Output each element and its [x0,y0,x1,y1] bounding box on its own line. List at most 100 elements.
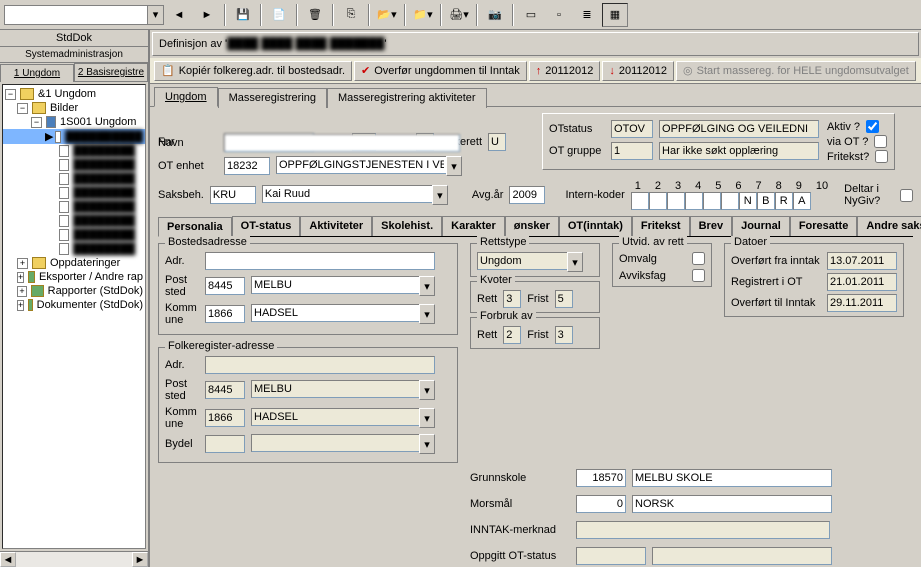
bosted-group: Bostedsadresse Adr. Post sted▾ Komm une▾ [158,243,458,335]
app-toolbar: ▾ ◄ ► 💾 📄 🗑 ⎘ 📂▾ 📁▾ 🖨▾ 📷 ▭ ▫ ≣ ▦ [0,0,921,30]
viaot-checkbox[interactable] [874,135,887,148]
avgar-label: Avg.år [472,189,504,201]
bosted-komm-name[interactable] [251,304,419,322]
otenhet-name[interactable] [276,156,446,174]
datoer-group: Datoer Overført fra inntak Registrert i … [724,243,904,317]
right-panel: Definisjon av '████ ████ ████ ███████' 📋… [150,30,921,567]
export-icon[interactable]: 📁▾ [410,3,436,27]
prev-year-button[interactable]: ↑20112012 [529,61,601,81]
avgar-input[interactable] [509,186,545,204]
avvik-checkbox[interactable] [692,269,705,282]
otstatus-label: OTstatus [549,123,605,135]
omvalg-checkbox[interactable] [692,252,705,265]
folkereg-adr [205,356,435,374]
sokerett-input [488,133,506,151]
left-tab-ungdom[interactable]: 1 Ungdom [0,64,74,82]
doc-selector[interactable]: ▾ [4,5,164,25]
internkoder-label: Intern-koder [565,189,624,201]
tree-item-selected[interactable]: ▶██████████ [3,129,145,144]
new-icon[interactable]: 📄 [266,3,292,27]
saksbeh-code[interactable] [210,186,256,204]
left-panel: StdDok Systemadministrasjon 1 Ungdom 2 B… [0,30,150,567]
view-details-icon[interactable]: ▦ [602,3,628,27]
subtab-onsker[interactable]: ønsker [505,216,559,236]
subtab-brev[interactable]: Brev [690,216,732,236]
bosted-komm-code[interactable] [205,305,245,323]
open-icon[interactable]: 📂▾ [374,3,400,27]
leftpanel-title: StdDok [0,30,148,47]
saksbeh-label: Saksbeh. [158,189,204,201]
grunnskole-name[interactable] [632,469,832,487]
subtab-personalia[interactable]: Personalia [158,217,232,237]
action-bar: 📋Kopiér folkereg.adr. til bostedsadr. ✔O… [150,58,921,84]
chevron-down-icon[interactable]: ▾ [432,185,448,205]
print-icon[interactable]: 🖨▾ [446,3,472,27]
left-tab-basis[interactable]: 2 Basisregistre [74,63,148,81]
view-list-icon[interactable]: ≣ [574,3,600,27]
deltar-label: Deltar i NyGiv? [844,183,894,207]
otstatus-code [611,120,653,138]
copy-address-button[interactable]: 📋Kopiér folkereg.adr. til bostedsadr. [154,61,352,81]
kvoter-group: Kvoter RettFrist [470,281,600,313]
subtab-skolehist[interactable]: Skolehist. [372,216,442,236]
rettstype-group: Rettstype ▾ [470,243,600,277]
navn-input[interactable] [224,134,460,152]
tab-massereg[interactable]: Masseregistrering [218,88,327,108]
otgruppe-label: OT gruppe [549,145,605,157]
subtab-journal[interactable]: Journal [732,216,790,236]
bosted-adr-input[interactable] [205,252,435,270]
subtab-foresatte[interactable]: Foresatte [790,216,858,236]
nav-tree[interactable]: −&1 Ungdom −Bilder −1S001 Ungdom ▶██████… [2,84,146,549]
koder-inputs[interactable] [631,192,828,210]
chevron-down-icon[interactable]: ▾ [446,156,462,176]
rettstype-select[interactable] [477,252,567,270]
tree-scrollbar[interactable]: ◄► [0,551,148,567]
grunnskole-code[interactable] [576,469,626,487]
next-year-button[interactable]: ↓20112012 [602,61,674,81]
forbruk-group: Forbruk av RettFrist [470,317,600,349]
oppgitt-name [652,547,832,565]
subtab-karakter[interactable]: Karakter [442,216,505,236]
bosted-post-code[interactable] [205,277,245,295]
exit-icon[interactable]: ⎘ [338,3,364,27]
navn-label: Navn [158,137,218,149]
subtab-otinntak[interactable]: OT(inntak) [559,216,632,236]
saksbeh-name[interactable] [262,185,432,203]
oppgitt-code [576,547,646,565]
morsmal-name[interactable] [632,495,832,513]
subtab-andre[interactable]: Andre saksbeh. [857,216,921,236]
tab-ungdom[interactable]: Ungdom [154,87,218,107]
start-mass-button: ◎Start massereg. for HELE ungdomsutvalge… [676,61,916,81]
morsmal-code[interactable] [576,495,626,513]
viaot-label: via OT ? [827,136,868,148]
otenhet-label: OT enhet [158,160,218,172]
save-icon[interactable]: 💾 [230,3,256,27]
subtab-fritekst[interactable]: Fritekst [632,216,690,236]
nav-prev-icon[interactable]: ◄ [166,3,192,27]
fritekst-label: Fritekst? [827,151,869,163]
delete-icon[interactable]: 🗑 [302,3,328,27]
inntak-merk [576,521,830,539]
fritekst-checkbox[interactable] [875,150,888,163]
otenhet-code[interactable] [224,157,270,175]
sub-tabstrip: Personalia OT-status Aktiviteter Skolehi… [158,216,913,237]
chevron-down-icon[interactable]: ▾ [147,6,163,24]
koder-numbers: 12345678910 [635,180,828,192]
camera-icon[interactable]: 📷 [482,3,508,27]
deltar-checkbox[interactable] [900,189,913,202]
transfer-button[interactable]: ✔Overfør ungdommen til Inntak [354,61,527,81]
subtab-aktiviteter[interactable]: Aktiviteter [300,216,372,236]
nav-next-icon[interactable]: ► [194,3,220,27]
aktiv-checkbox[interactable] [866,120,879,133]
view-large-icon[interactable]: ▭ [518,3,544,27]
otgruppe-code [611,142,653,160]
bosted-post-name[interactable] [251,276,419,294]
tab-massereg-akt[interactable]: Masseregistrering aktiviteter [327,88,487,108]
view-small-icon[interactable]: ▫ [546,3,572,27]
main-tabstrip: Ungdom Masseregistrering Masseregistreri… [150,84,921,107]
aktiv-label: Aktiv ? [827,121,860,133]
otgruppe-name [659,142,819,160]
definition-bar: Definisjon av '████ ████ ████ ███████' [152,32,919,56]
leftpanel-subtitle: Systemadministrasjon [0,47,148,63]
subtab-otstatus[interactable]: OT-status [232,216,301,236]
